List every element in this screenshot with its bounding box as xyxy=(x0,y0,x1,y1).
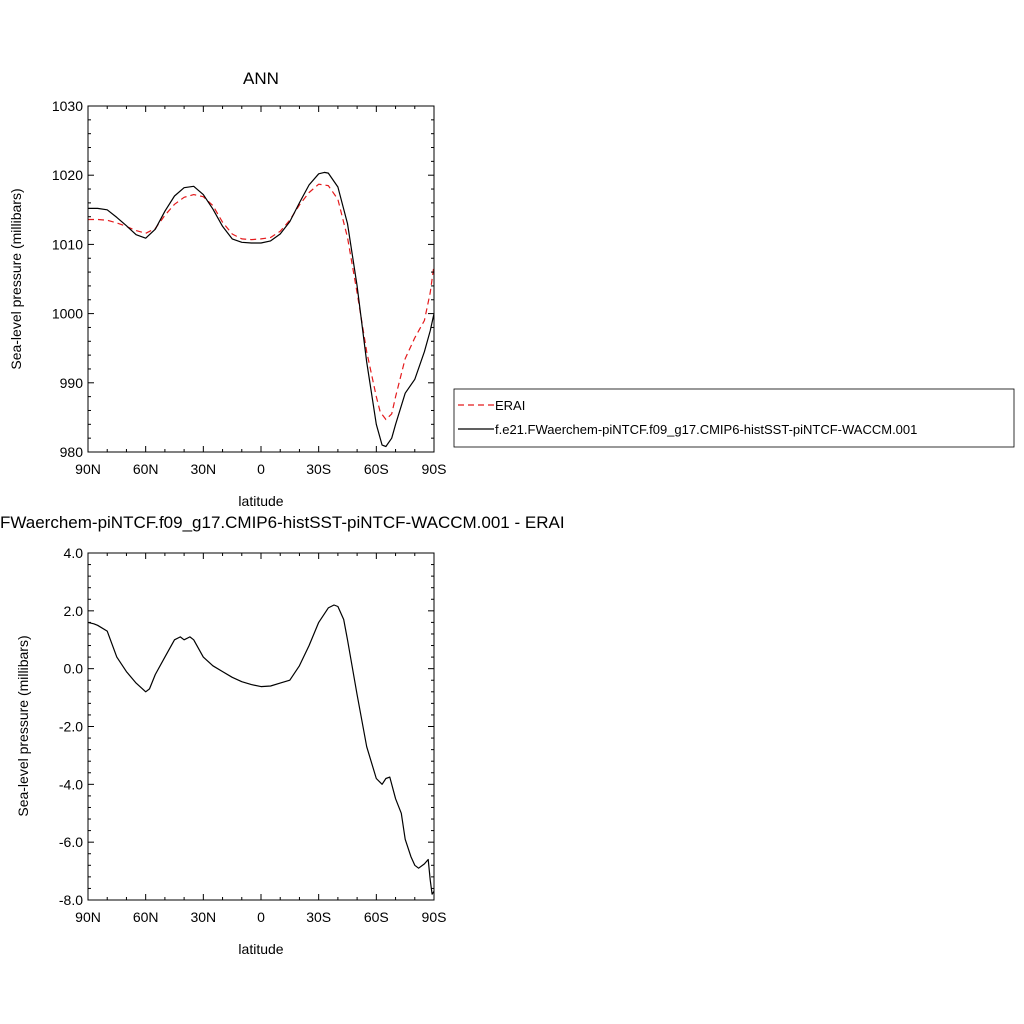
top-chart-x-tick-label: 60N xyxy=(133,461,159,477)
legend-label-model: f.e21.FWaerchem-piNTCF.f09_g17.CMIP6-his… xyxy=(495,422,917,437)
legend: ERAI f.e21.FWaerchem-piNTCF.f09_g17.CMIP… xyxy=(453,388,1015,448)
top-chart-x-tick-label: 90N xyxy=(75,461,101,477)
bottom-chart: f.e21.FWaerchem-piNTCF.f09_g17.CMIP6-his… xyxy=(0,513,565,957)
top-chart-y-tick-label: 990 xyxy=(60,375,84,391)
bottom-chart-series-line-0 xyxy=(87,604,435,895)
top-chart: ANN 90N 60N 30N 0 30S 60S 90S 980 990 1000 1010 10… xyxy=(8,69,446,509)
top-chart-x-tick-label: 60S xyxy=(364,461,389,477)
bottom-chart-x-tick-label: 90S xyxy=(422,909,447,925)
top-chart-x-tick-label: 30S xyxy=(306,461,331,477)
bottom-chart-x-axis-label: latitude xyxy=(238,941,283,957)
bottom-chart-x-tick-label: 60N xyxy=(133,909,159,925)
top-chart-y-ticks: 980 990 1000 1010 1020 1030 xyxy=(52,98,434,460)
top-chart-x-tick-label: 30N xyxy=(190,461,216,477)
bottom-chart-x-tick-label: 60S xyxy=(364,909,389,925)
bottom-chart-data-layer xyxy=(87,604,435,895)
bottom-chart-x-tick-label: 30S xyxy=(306,909,331,925)
top-chart-x-tick-label: 0 xyxy=(257,461,265,477)
bottom-chart-y-axis-label: Sea-level pressure (millibars) xyxy=(15,635,31,816)
top-chart-series-line-0 xyxy=(88,183,435,421)
bottom-chart-y-ticks: -8.0 -6.0 -4.0 -2.0 0.0 2.0 4.0 xyxy=(59,545,434,908)
top-chart-y-tick-label: 1020 xyxy=(52,167,83,183)
bottom-chart-y-tick-label: 2.0 xyxy=(64,603,84,619)
bottom-chart-frame xyxy=(87,552,435,901)
top-chart-x-ticks: 90N 60N 30N 0 30S 60S 90S xyxy=(75,106,446,477)
legend-label-erai: ERAI xyxy=(495,398,525,413)
bottom-chart-x-tick-label: 30N xyxy=(190,909,216,925)
bottom-chart-y-tick-label: -6.0 xyxy=(59,834,83,850)
bottom-chart-y-tick-label: 0.0 xyxy=(64,661,84,677)
top-chart-y-tick-label: 1010 xyxy=(52,236,83,252)
bottom-chart-x-tick-label: 0 xyxy=(257,909,265,925)
top-chart-y-tick-label: 1000 xyxy=(52,306,83,322)
top-chart-frame xyxy=(87,105,435,453)
bottom-chart-x-tick-label: 90N xyxy=(75,909,101,925)
legend-box xyxy=(453,388,1015,448)
bottom-chart-y-tick-label: 4.0 xyxy=(64,545,84,561)
top-chart-y-tick-label: 1030 xyxy=(52,98,83,114)
top-chart-y-tick-label: 980 xyxy=(60,444,84,460)
top-chart-series-line-1 xyxy=(88,171,435,448)
bottom-chart-y-tick-label: -2.0 xyxy=(59,719,83,735)
top-chart-x-tick-label: 90S xyxy=(422,461,447,477)
top-chart-title: ANN xyxy=(243,69,279,88)
bottom-chart-y-tick-label: -4.0 xyxy=(59,776,83,792)
bottom-chart-x-ticks: 90N 60N 30N 0 30S 60S 90S xyxy=(75,553,446,925)
bottom-chart-y-tick-label: -8.0 xyxy=(59,892,83,908)
top-chart-data-layer xyxy=(88,171,435,448)
bottom-chart-title: f.e21.FWaerchem-piNTCF.f09_g17.CMIP6-his… xyxy=(0,513,565,532)
top-chart-y-axis-label: Sea-level pressure (millibars) xyxy=(8,188,24,369)
top-chart-x-axis-label: latitude xyxy=(238,493,283,509)
